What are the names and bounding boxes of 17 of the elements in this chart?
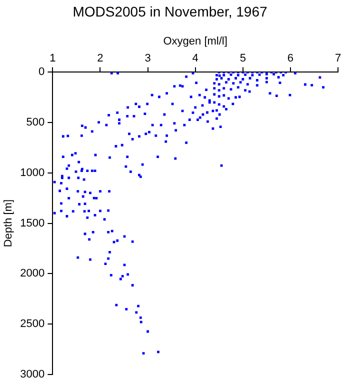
- chart-title: MODS2005 in November, 1967: [72, 3, 268, 20]
- y-axis-title: Depth [m]: [2, 199, 15, 248]
- x-tick-label: 4: [192, 52, 198, 65]
- y-tick-label: 1000: [20, 166, 45, 179]
- x-tick-label: 5: [240, 52, 246, 65]
- x-tick-label: 3: [144, 52, 151, 65]
- y-tick-label: 3000: [20, 368, 45, 380]
- x-tick-label: 7: [334, 52, 342, 65]
- x-tick-label: 1: [50, 52, 56, 65]
- y-tick-label: 1500: [20, 217, 45, 230]
- y-tick-label: 500: [26, 116, 45, 129]
- y-tick-label: 0: [38, 66, 45, 78]
- x-tick-label: 2: [97, 52, 104, 65]
- x-tick-label: 6: [287, 52, 294, 65]
- y-tick-label: 2500: [20, 318, 45, 330]
- x-axis-title: Oxygen [ml/l]: [163, 35, 228, 48]
- y-tick-label: 2000: [20, 268, 45, 280]
